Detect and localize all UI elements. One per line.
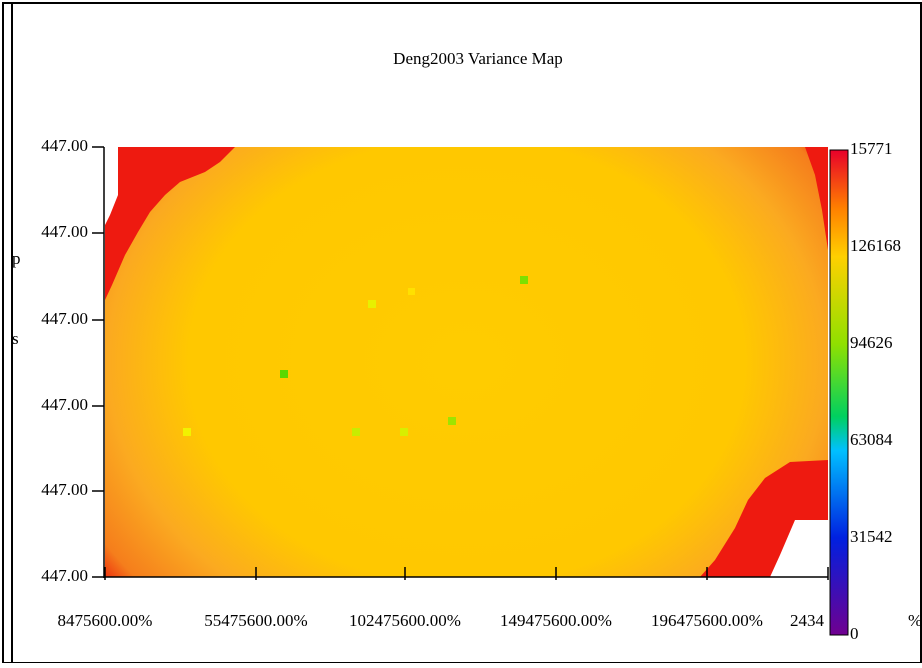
y-tick-label: 447.00	[41, 222, 88, 241]
colorbar	[829, 149, 849, 636]
y-tick-label: 447.00	[41, 395, 88, 414]
y-tick-label: 447.00	[41, 136, 88, 155]
x-tick-label: 196475600.00%	[651, 611, 763, 630]
colorbar-label: 63084	[850, 430, 893, 449]
sample-point	[368, 300, 376, 308]
colorbar-label: 15771	[850, 139, 893, 158]
x-tick-label: 102475600.00%	[349, 611, 461, 630]
colorbar-unit: %	[908, 611, 922, 630]
x-tick-label: 149475600.00%	[500, 611, 612, 630]
empty-region	[770, 520, 828, 577]
x-tick-label: 2434	[790, 611, 825, 630]
sample-points	[183, 276, 528, 436]
sample-point	[280, 370, 288, 378]
sample-point	[408, 288, 415, 295]
x-tick-label: 8475600.00%	[58, 611, 153, 630]
chart-title: Deng2003 Variance Map	[393, 49, 563, 68]
variance-field	[105, 147, 828, 577]
y-tick-label: 447.00	[41, 480, 88, 499]
y-tick-label: 447.00	[41, 566, 88, 585]
x-tick-label: 55475600.00%	[204, 611, 307, 630]
high-region	[105, 147, 235, 300]
ticks: 447.00 447.00 447.00 447.00 447.00 447.00 8475…	[41, 136, 901, 643]
sample-point	[520, 276, 528, 284]
sample-point	[448, 417, 456, 425]
colorbar-label: 31542	[850, 527, 893, 546]
sample-point	[352, 428, 360, 436]
y-tick-label: 447.00	[41, 309, 88, 328]
high-region	[805, 147, 828, 250]
axis-fragment: p	[12, 249, 21, 268]
sample-point	[183, 428, 191, 436]
colorbar-label: 0	[850, 624, 859, 643]
colorbar-label: 94626	[850, 333, 893, 352]
axis-fragment: s	[12, 329, 19, 348]
colorbar-label: 126168	[850, 236, 901, 255]
empty-region	[105, 147, 118, 225]
sample-point	[400, 428, 408, 436]
